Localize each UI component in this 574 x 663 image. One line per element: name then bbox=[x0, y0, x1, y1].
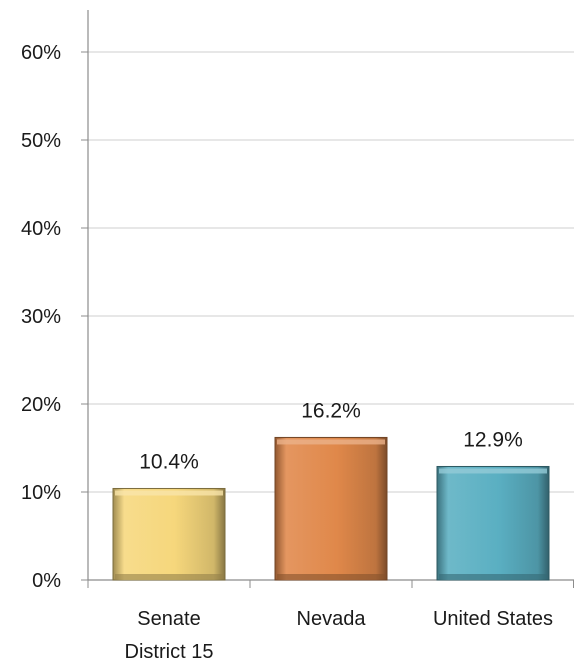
x-tick-label: Senate bbox=[137, 608, 200, 630]
x-tick-label: United States bbox=[433, 608, 553, 630]
data-label: 12.9% bbox=[463, 428, 523, 451]
y-tick-label: 40% bbox=[21, 218, 61, 240]
x-tick-label: Nevada bbox=[297, 608, 367, 630]
bars bbox=[112, 436, 550, 581]
bar-highlight bbox=[439, 468, 547, 474]
bar-shadow bbox=[277, 574, 385, 579]
y-tick-label: 30% bbox=[21, 306, 61, 328]
bar-2 bbox=[436, 465, 550, 581]
data-label: 16.2% bbox=[301, 399, 361, 422]
bar-1 bbox=[274, 436, 388, 581]
y-tick-label: 10% bbox=[21, 482, 61, 504]
bar-highlight bbox=[277, 439, 385, 445]
y-tick-label: 0% bbox=[32, 570, 61, 592]
x-tick-label: District 15 bbox=[125, 641, 214, 663]
bar-shadow bbox=[439, 574, 547, 579]
bar-highlight bbox=[115, 490, 223, 496]
bar-0 bbox=[112, 487, 226, 581]
data-label: 10.4% bbox=[139, 450, 199, 473]
y-tick-label: 20% bbox=[21, 394, 61, 416]
y-tick-label: 60% bbox=[21, 42, 61, 64]
y-tick-label: 50% bbox=[21, 130, 61, 152]
labels: 0% 10% 20% 30% 40% 50% 60% 10.4% Senate District … bbox=[21, 42, 553, 663]
gridlines bbox=[88, 51, 574, 493]
bar-shadow bbox=[115, 574, 223, 579]
